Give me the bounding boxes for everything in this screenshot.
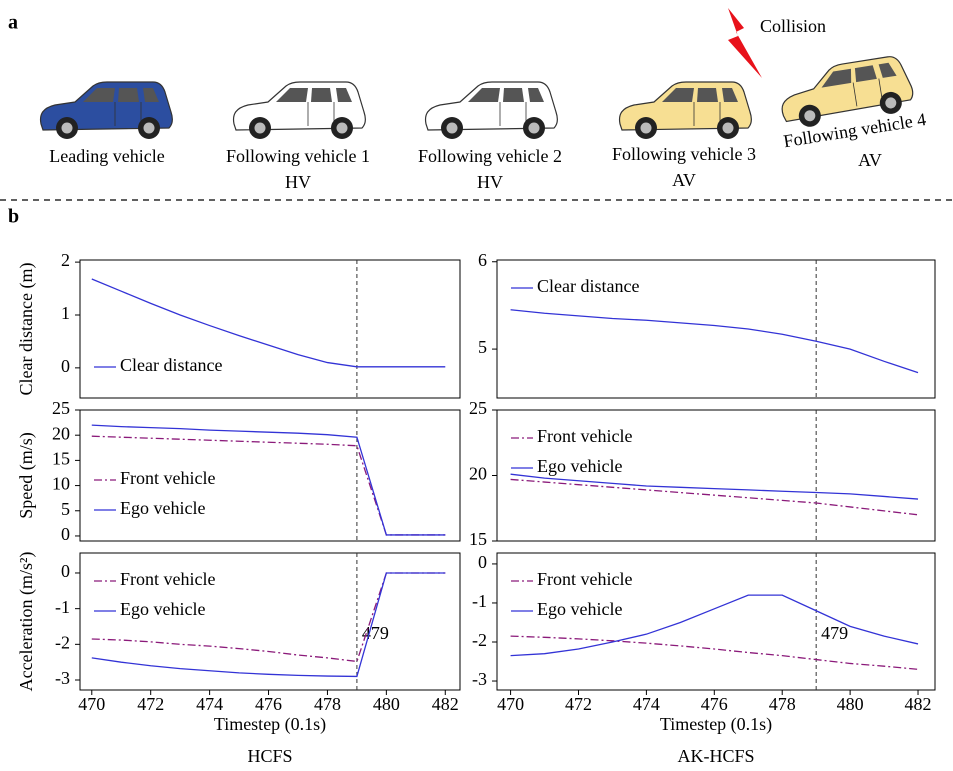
y-tick-label: 1 — [61, 303, 70, 323]
vehicle-kind: AV — [858, 150, 882, 170]
y-tick-label: -3 — [55, 668, 70, 688]
x-tick-label: 474 — [196, 694, 223, 714]
legend-label: Front vehicle — [120, 569, 215, 589]
legend-label: Front vehicle — [537, 569, 632, 589]
y-tick-label: -2 — [55, 632, 70, 652]
series-line — [511, 636, 918, 669]
x-tick-label: 470 — [497, 694, 524, 714]
y-tick-label: 25 — [469, 398, 487, 418]
series-line — [92, 279, 445, 367]
vehicle-label: Leading vehicle — [49, 146, 164, 166]
x-tick-label: 472 — [565, 694, 592, 714]
y-tick-label: 5 — [61, 499, 70, 519]
car-icon — [234, 82, 366, 139]
y-tick-label: -1 — [472, 591, 487, 611]
y-tick-label: 20 — [469, 464, 487, 484]
x-tick-label: 472 — [137, 694, 164, 714]
y-tick-label: 15 — [52, 449, 70, 469]
x-tick-label: 482 — [432, 694, 459, 714]
series-line — [511, 479, 918, 514]
y-axis-label: Acceleration (m/s²) — [16, 552, 37, 692]
car-icon — [620, 82, 752, 139]
y-tick-label: 5 — [478, 337, 487, 357]
x-axis-label: Timestep (0.1s) — [214, 714, 326, 735]
x-tick-label: 470 — [78, 694, 105, 714]
x-tick-label: 478 — [769, 694, 796, 714]
panel-label: a — [8, 12, 18, 34]
y-tick-label: -2 — [472, 630, 487, 650]
x-tick-label: 476 — [255, 694, 282, 714]
y-tick-label: 0 — [478, 552, 487, 572]
y-tick-label: 10 — [52, 474, 70, 494]
y-tick-label: 0 — [61, 561, 70, 581]
legend-label: Front vehicle — [120, 468, 215, 488]
vehicle-kind: HV — [285, 172, 311, 192]
y-axis-label: Speed (m/s) — [16, 432, 37, 518]
column-title: HCFS — [247, 746, 292, 766]
vehicle-label: Following vehicle 3 — [612, 144, 756, 164]
legend-label: Clear distance — [537, 276, 639, 296]
panel-label: b — [8, 206, 19, 228]
collision-label: Collision — [760, 16, 826, 36]
car-icon — [41, 82, 173, 139]
vehicle-label: Following vehicle 2 — [418, 146, 562, 166]
y-tick-label: 2 — [61, 250, 70, 270]
vehicle-kind: HV — [477, 172, 503, 192]
legend-label: Ego vehicle — [120, 599, 205, 619]
annotation: 479 — [821, 623, 848, 643]
vehicle-kind: AV — [672, 170, 696, 190]
x-tick-label: 480 — [373, 694, 400, 714]
y-tick-label: 20 — [52, 423, 70, 443]
car-icon — [426, 82, 558, 139]
vehicle-label: Following vehicle 1 — [226, 146, 370, 166]
collision-bolt — [728, 8, 762, 78]
x-tick-label: 482 — [905, 694, 932, 714]
y-tick-label: -3 — [472, 669, 487, 689]
x-tick-label: 476 — [701, 694, 728, 714]
plot-frame — [80, 260, 460, 398]
x-tick-label: 474 — [633, 694, 660, 714]
x-tick-label: 478 — [314, 694, 341, 714]
legend-label: Ego vehicle — [537, 456, 622, 476]
y-axis-label: Clear distance (m) — [16, 263, 37, 396]
y-tick-label: 0 — [61, 524, 70, 544]
y-tick-label: 0 — [61, 356, 70, 376]
legend-label: Front vehicle — [537, 426, 632, 446]
y-tick-label: -1 — [55, 597, 70, 617]
legend-label: Ego vehicle — [537, 599, 622, 619]
x-tick-label: 480 — [837, 694, 864, 714]
column-title: AK-HCFS — [677, 746, 754, 766]
y-tick-label: 6 — [478, 250, 487, 270]
legend-label: Clear distance — [120, 355, 222, 375]
y-tick-label: 15 — [469, 529, 487, 549]
y-tick-label: 25 — [52, 398, 70, 418]
legend-label: Ego vehicle — [120, 498, 205, 518]
x-axis-label: Timestep (0.1s) — [660, 714, 772, 735]
figure: a b Collision Leading vehicle Following … — [0, 0, 953, 771]
series-line — [511, 310, 918, 373]
